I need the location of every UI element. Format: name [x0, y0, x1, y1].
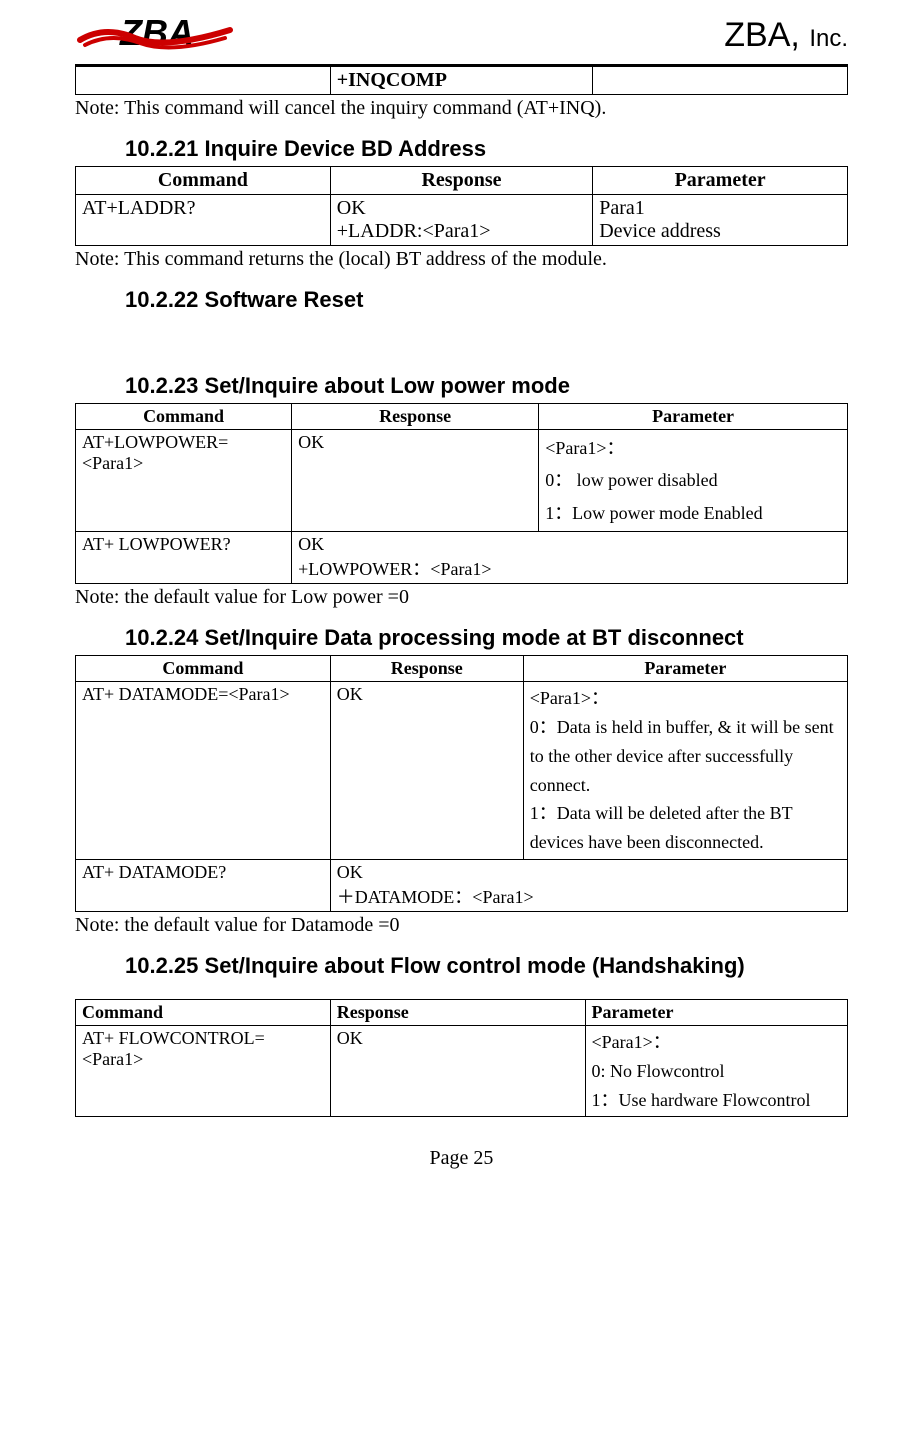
- note-2: Note: This command returns the (local) B…: [75, 248, 848, 271]
- cell-command: AT+LOWPOWER=<Para1>: [76, 430, 292, 532]
- cell-parameter: <Para1>： 0：Data is held in buffer, & it …: [523, 682, 847, 860]
- top-partial-table: +INQCOMP: [75, 66, 848, 95]
- cell-command: AT+ FLOWCONTROL=<Para1>: [76, 1025, 331, 1116]
- heading-21: 10.2.21 Inquire Device BD Address: [125, 136, 848, 162]
- col-command: Command: [76, 999, 331, 1025]
- document-page: ZBA ZBA, Inc. +INQCOMP Note: This comman…: [0, 0, 923, 1200]
- col-response: Response: [330, 999, 585, 1025]
- zba-logo: ZBA: [75, 10, 245, 60]
- cell-command: AT+ LOWPOWER?: [76, 532, 292, 584]
- col-parameter: Parameter: [539, 404, 848, 430]
- table-24: Command Response Parameter AT+ DATAMODE=…: [75, 655, 848, 912]
- inqcomp-cell: +INQCOMP: [330, 67, 592, 95]
- heading-23: 10.2.23 Set/Inquire about Low power mode: [125, 373, 848, 399]
- note-3: Note: the default value for Low power =0: [75, 586, 848, 609]
- empty-cell: [593, 67, 848, 95]
- cell-command: AT+LADDR?: [76, 195, 331, 246]
- cell-command: AT+ DATAMODE=<Para1>: [76, 682, 331, 860]
- table-25: Command Response Parameter AT+ FLOWCONTR…: [75, 999, 848, 1117]
- col-command: Command: [76, 656, 331, 682]
- cell-command: AT+ DATAMODE?: [76, 859, 331, 911]
- note-1: Note: This command will cancel the inqui…: [75, 97, 848, 120]
- col-parameter: Parameter: [523, 656, 847, 682]
- cell-parameter: Para1 Device address: [593, 195, 848, 246]
- col-response: Response: [292, 404, 539, 430]
- heading-25: 10.2.25 Set/Inquire about Flow control m…: [125, 953, 848, 979]
- col-parameter: Parameter: [585, 999, 848, 1025]
- cell-response: OK +LADDR:<Para1>: [330, 195, 592, 246]
- col-command: Command: [76, 167, 331, 195]
- cell-parameter: <Para1>： 0: No Flowcontrol 1：Use hardwar…: [585, 1025, 848, 1116]
- heading-24: 10.2.24 Set/Inquire Data processing mode…: [125, 625, 848, 651]
- col-response: Response: [330, 167, 592, 195]
- company-suffix: Inc.: [809, 25, 848, 52]
- company-text: ZBA,: [724, 16, 809, 54]
- cell-response: OK: [330, 682, 523, 860]
- table-23: Command Response Parameter AT+LOWPOWER=<…: [75, 403, 848, 584]
- cell-response-merged: OK ＋DATAMODE：<Para1>: [330, 859, 847, 911]
- cell-response-merged: OK +LOWPOWER：<Para1>: [292, 532, 848, 584]
- company-name: ZBA, Inc.: [724, 16, 848, 55]
- col-parameter: Parameter: [593, 167, 848, 195]
- col-response: Response: [330, 656, 523, 682]
- table-21: Command Response Parameter AT+LADDR? OK …: [75, 166, 848, 246]
- heading-22: 10.2.22 Software Reset: [125, 287, 848, 313]
- empty-cell: [76, 67, 331, 95]
- col-command: Command: [76, 404, 292, 430]
- cell-parameter: <Para1>： 0： low power disabled 1：Low pow…: [539, 430, 848, 532]
- note-4: Note: the default value for Datamode =0: [75, 914, 848, 937]
- cell-response: OK: [292, 430, 539, 532]
- cell-response: OK: [330, 1025, 585, 1116]
- page-number: Page 25: [75, 1147, 848, 1170]
- page-header: ZBA ZBA, Inc.: [75, 10, 848, 66]
